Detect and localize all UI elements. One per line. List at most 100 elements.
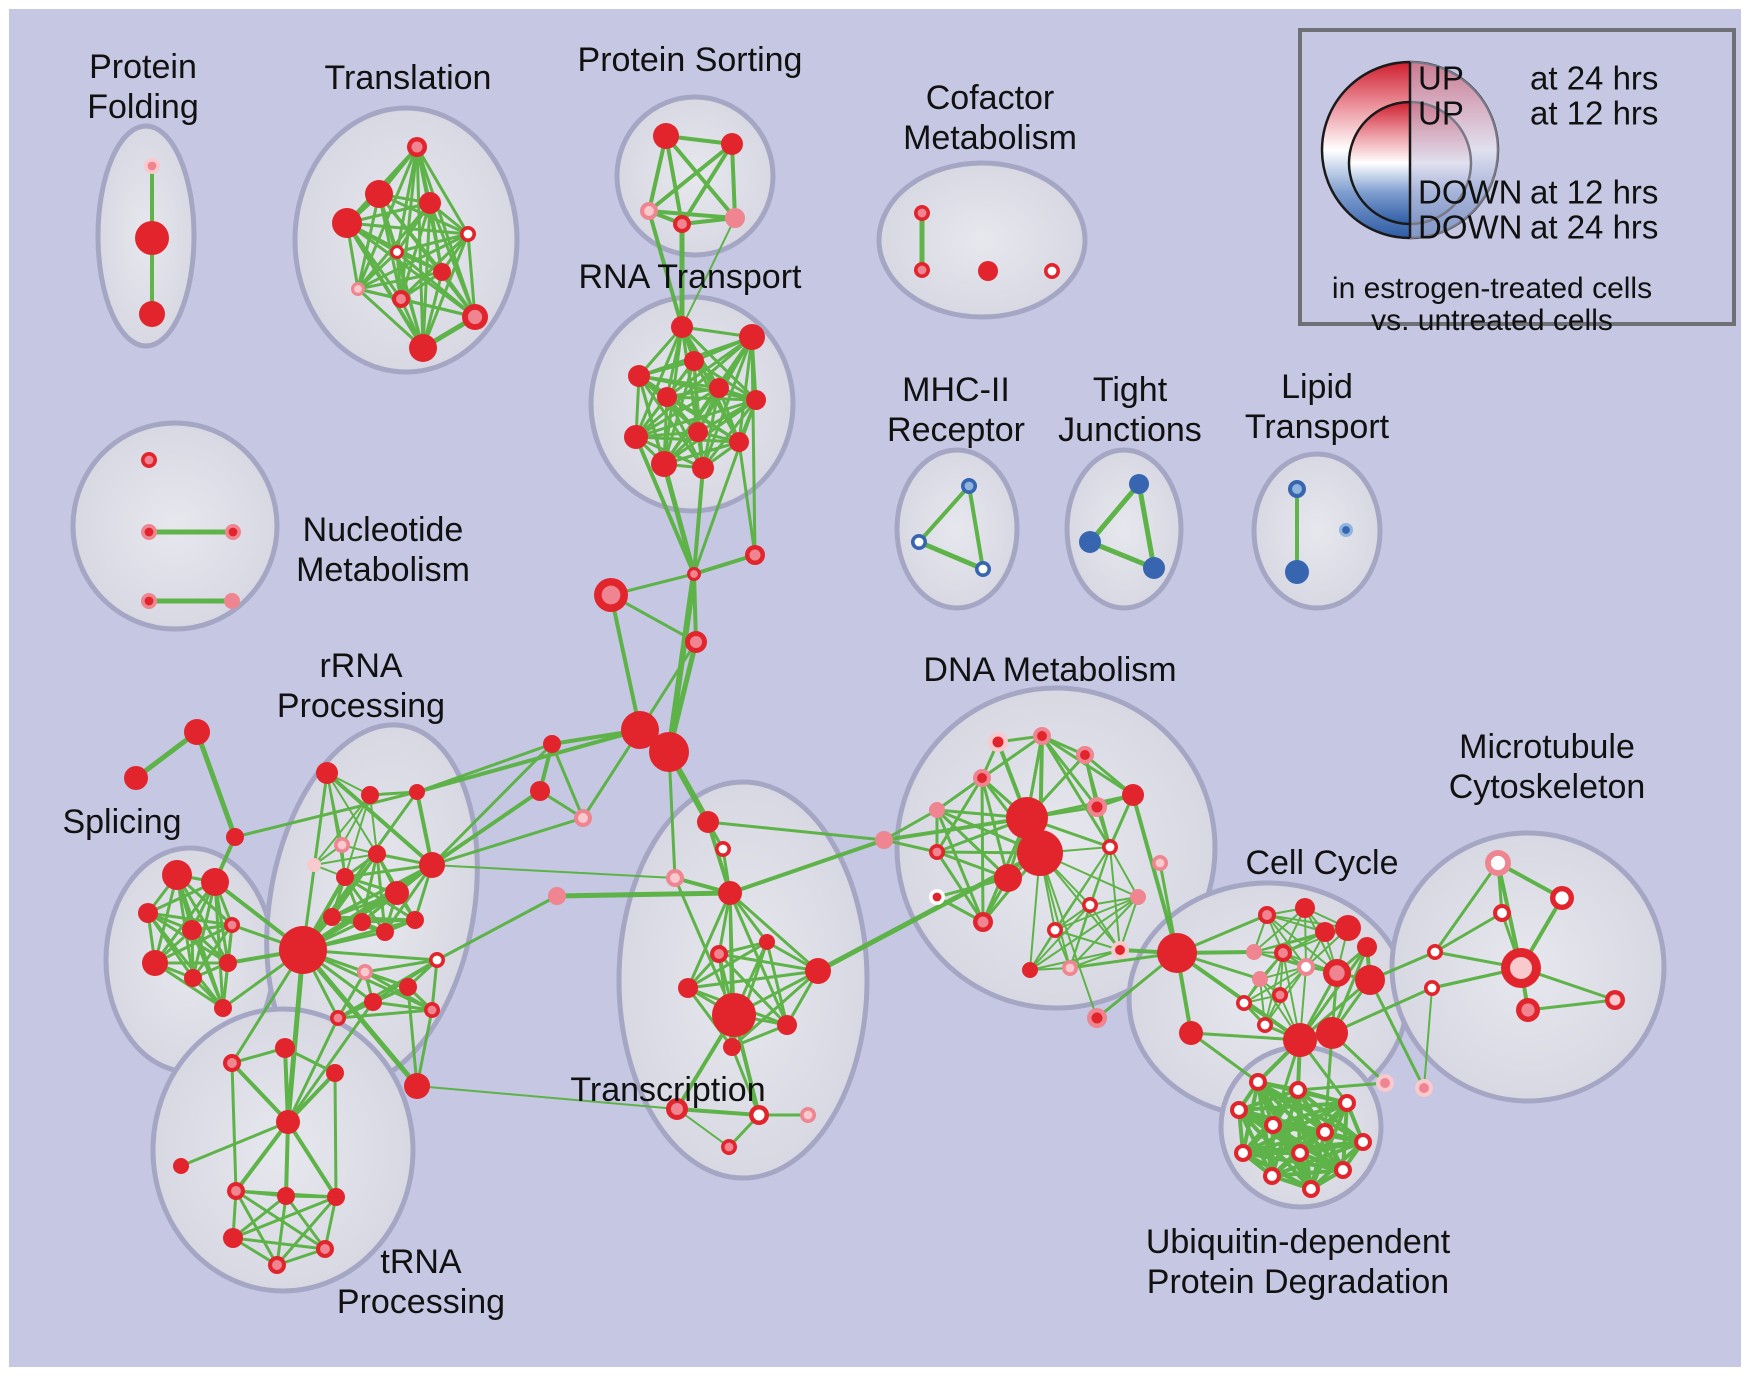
gene-node (530, 781, 550, 801)
node-inner-12hr (977, 916, 989, 928)
node-inner-12hr (1419, 1083, 1429, 1093)
edge (333, 1071, 338, 1199)
edge (665, 395, 758, 402)
gene-node (1076, 746, 1094, 764)
node-inner-12hr (1155, 858, 1165, 868)
node-inner-12hr (713, 382, 725, 394)
gene-node (1122, 784, 1144, 806)
node-inner-12hr (320, 1244, 330, 1254)
edge (728, 891, 820, 973)
gene-node (1376, 1074, 1394, 1092)
node-inner-12hr (1115, 945, 1125, 955)
node-inner-12hr (1275, 990, 1285, 1000)
legend-time-0: at 24 hrs (1530, 60, 1658, 97)
node-inner-12hr (1253, 1077, 1263, 1087)
gene-node (1338, 1094, 1356, 1112)
gene-node (424, 1002, 440, 1018)
node-inner-12hr (393, 248, 401, 256)
gene-node (1263, 1167, 1281, 1185)
edge (662, 398, 758, 466)
gene-node (975, 561, 991, 577)
node-inner-12hr (1278, 948, 1288, 958)
edge (395, 250, 477, 319)
node-inner-12hr (338, 214, 356, 232)
node-inner-12hr (390, 886, 404, 900)
node-inner-12hr (688, 355, 700, 367)
gene-node (640, 202, 658, 220)
edge (430, 789, 542, 867)
node-inner-12hr (601, 585, 621, 605)
node-inner-12hr (1342, 1098, 1352, 1108)
edge (662, 440, 741, 466)
node-inner-12hr (803, 1110, 813, 1120)
edge (706, 820, 732, 895)
node-inner-12hr (228, 527, 238, 537)
node-inner-12hr (218, 1003, 228, 1013)
gene-node (721, 1139, 737, 1155)
node-inner-12hr (753, 1109, 765, 1121)
node-inner-12hr (1262, 910, 1272, 920)
node-inner-12hr (992, 736, 1004, 748)
edge (692, 398, 758, 576)
gene-node (978, 261, 998, 281)
cluster-label-nucleotide-metabolism: Nucleotide Metabolism (296, 511, 470, 589)
gene-node (376, 923, 394, 941)
node-inner-12hr (1299, 902, 1311, 914)
edge (1296, 1088, 1365, 1144)
gene-node (777, 1015, 797, 1035)
gene-node (316, 762, 338, 784)
node-inner-12hr (692, 426, 704, 438)
node-inner-12hr (1027, 840, 1053, 866)
edge (416, 1085, 678, 1110)
gene-node (224, 917, 240, 933)
gene-node (419, 852, 445, 878)
edge (371, 1000, 434, 1012)
edge (673, 876, 736, 1017)
cluster-label-microtubule-cytoskeleton: Microtubule Cytoskeleton (1449, 728, 1646, 806)
node-inner-12hr (1380, 1078, 1390, 1088)
node-inner-12hr (729, 212, 741, 224)
gene-node (721, 133, 743, 155)
gene-node (1354, 1133, 1372, 1151)
gene-node (1427, 944, 1443, 960)
edge (1069, 904, 1091, 969)
edge (345, 221, 477, 319)
node-inner-12hr (696, 461, 710, 475)
edge (325, 771, 434, 867)
gene-node (759, 934, 775, 950)
cluster-label-tight-junctions: Tight Junctions (1058, 371, 1202, 449)
edge (1237, 1088, 1300, 1112)
edge (634, 325, 684, 439)
gene-node (142, 950, 168, 976)
gene-node (1315, 922, 1335, 942)
edge (286, 1120, 338, 1199)
edge (406, 985, 419, 1088)
node-inner-12hr (1555, 891, 1569, 905)
edge (980, 776, 985, 924)
node-inner-12hr (320, 766, 334, 780)
node-inner-12hr (1361, 971, 1379, 989)
gene-node (621, 711, 659, 749)
gene-node (710, 945, 728, 963)
edge (415, 728, 642, 794)
node-inner-12hr (632, 369, 646, 383)
cluster-ellipse-mhc-ii-receptor (894, 447, 1020, 611)
edge (917, 484, 971, 544)
edge (231, 1194, 288, 1240)
edge (730, 969, 820, 1049)
gene-node (279, 926, 327, 974)
gene-node (173, 1158, 189, 1174)
edge (1039, 852, 1098, 1019)
gene-node (307, 858, 321, 872)
node-inner-12hr (330, 1068, 340, 1078)
gene-node (1152, 855, 1168, 871)
gene-node (334, 837, 350, 853)
node-inner-12hr (231, 1186, 241, 1196)
node-inner-12hr (227, 920, 237, 930)
gene-node (326, 1064, 344, 1082)
gene-node (141, 593, 157, 609)
gene-node (1062, 960, 1078, 976)
legend-direction-2: DOWN (1418, 174, 1522, 211)
node-inner-12hr (371, 186, 387, 202)
node-inner-12hr (1065, 963, 1075, 973)
